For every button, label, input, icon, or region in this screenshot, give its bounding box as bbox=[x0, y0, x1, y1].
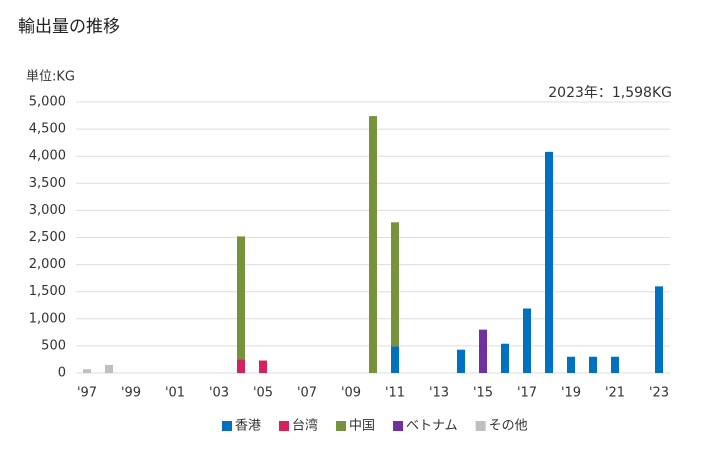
y-tick-label: 2,500 bbox=[29, 230, 66, 245]
legend-label: ベトナム bbox=[406, 419, 458, 434]
bar-segment bbox=[369, 116, 377, 373]
bar-segment bbox=[523, 308, 531, 373]
legend-swatch bbox=[222, 421, 232, 431]
legend-swatch bbox=[475, 421, 486, 431]
legend-label: 台湾 bbox=[292, 418, 318, 434]
y-tick-label: 1,500 bbox=[29, 284, 66, 299]
x-tick-label: '19 bbox=[561, 386, 581, 401]
bar-segment bbox=[391, 346, 399, 373]
y-tick-label: 2,000 bbox=[29, 257, 66, 272]
bar-segment bbox=[391, 222, 399, 347]
bar-segment bbox=[83, 369, 91, 373]
x-tick-label: '23 bbox=[649, 386, 669, 401]
x-tick-label: '17 bbox=[517, 386, 537, 401]
x-tick-label: '07 bbox=[297, 386, 317, 401]
x-tick-label: '15 bbox=[473, 386, 493, 401]
chart-title: 輸出量の推移 bbox=[18, 17, 120, 37]
y-tick-label: 3,000 bbox=[29, 203, 66, 218]
y-tick-label: 1,000 bbox=[29, 311, 66, 326]
bar-segment bbox=[237, 236, 245, 360]
x-tick-label: '97 bbox=[77, 386, 97, 401]
bar-segment bbox=[237, 359, 245, 373]
bar-segment bbox=[567, 356, 575, 373]
x-tick-label: '05 bbox=[253, 386, 273, 401]
annotation: 2023年：1,598KG bbox=[548, 85, 672, 101]
bar-segment bbox=[457, 349, 465, 373]
legend-label: 香港 bbox=[235, 419, 261, 434]
x-tick-label: '99 bbox=[121, 386, 141, 401]
y-tick-label: 4,000 bbox=[29, 149, 66, 164]
legend-swatch bbox=[336, 421, 347, 431]
legend-swatch bbox=[393, 421, 404, 431]
bar-segment bbox=[655, 286, 663, 373]
bar-segment bbox=[105, 364, 113, 373]
legend-label: その他 bbox=[489, 419, 528, 434]
bar-segment bbox=[501, 343, 509, 373]
bar-segment bbox=[259, 360, 267, 373]
x-tick-label: '21 bbox=[605, 386, 625, 401]
x-tick-label: '13 bbox=[429, 386, 449, 401]
bar-segment bbox=[589, 356, 597, 373]
legend-swatch bbox=[279, 421, 290, 431]
y-tick-label: 5,000 bbox=[29, 95, 66, 110]
x-tick-label: '09 bbox=[341, 386, 361, 401]
bar-segment bbox=[611, 356, 619, 373]
x-tick-label: '11 bbox=[385, 386, 405, 401]
y-tick-label: 3,500 bbox=[29, 176, 66, 191]
legend-label: 中国 bbox=[349, 419, 375, 434]
unit-label: 単位:KG bbox=[26, 69, 75, 85]
y-tick-label: 500 bbox=[41, 338, 66, 353]
bar-segment bbox=[479, 329, 487, 373]
bar-segment bbox=[545, 151, 553, 373]
y-tick-label: 4,500 bbox=[29, 122, 66, 137]
x-tick-label: '03 bbox=[209, 386, 229, 401]
x-tick-label: '01 bbox=[165, 386, 185, 401]
y-tick-label: 0 bbox=[58, 366, 66, 381]
